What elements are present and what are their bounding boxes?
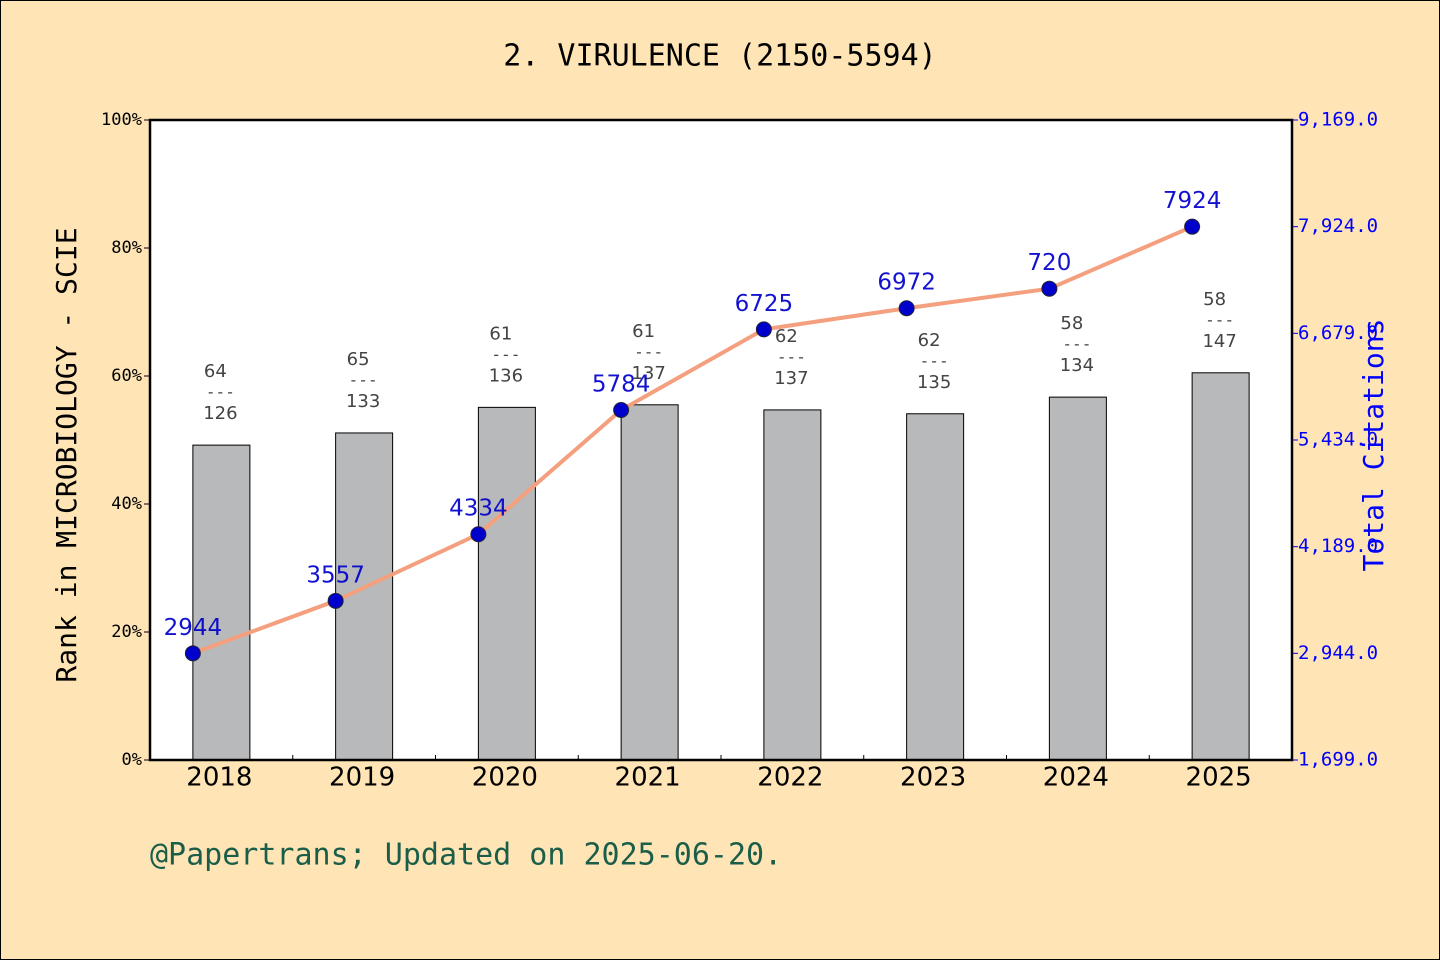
line-value-label: 3557 (306, 562, 365, 588)
line-value-label: 7924 (1163, 188, 1222, 214)
x-tick-label: 2018 (186, 763, 252, 793)
y2-tick-label: 7,924.0 (1298, 215, 1378, 237)
x-tick-label: 2022 (757, 763, 823, 793)
x-tick-label: 2023 (900, 763, 966, 793)
plot-area (150, 120, 1292, 760)
bar-rank-label: 58 (1203, 289, 1226, 310)
bar-rank-label: 65 (347, 349, 370, 370)
x-tick-label: 2019 (329, 763, 395, 793)
bar-total-label: 134 (1060, 355, 1094, 376)
bar (906, 413, 965, 761)
line-marker (755, 321, 772, 338)
y-tick-label: 0% (122, 750, 142, 770)
bar-total-label: 147 (1202, 331, 1236, 352)
bar (620, 404, 679, 761)
bar-rank-label: 61 (489, 323, 512, 344)
line-marker (1041, 280, 1058, 297)
plot-frame (148, 118, 1294, 762)
footer: @Papertrans; Updated on 2025-06-20. (150, 838, 782, 873)
bar (763, 409, 822, 761)
line-value-label: 720 (1027, 250, 1071, 276)
line (192, 224, 1193, 656)
bar-total-label: 133 (346, 391, 380, 412)
y-tick-label: 80% (111, 238, 142, 258)
y-axis-label: Rank in MICROBIOLOGY - SCIE (50, 227, 83, 682)
bar-total-label: 137 (631, 363, 665, 384)
bar-label-separator: --- (1205, 310, 1234, 329)
bar (477, 406, 536, 761)
y2-tick-label: 1,699.0 (1298, 749, 1378, 771)
y2-axis-label: Total Citations (1357, 319, 1390, 572)
bar-total-label: 137 (774, 368, 808, 389)
bar (1048, 396, 1107, 761)
y2-tick-label: 4,189.0 (1298, 535, 1378, 557)
bar-total-label: 135 (917, 372, 951, 393)
x-tick-label: 2021 (615, 763, 681, 793)
line-value-label: 4334 (449, 496, 508, 522)
line-value-label: 6972 (877, 270, 936, 296)
bar-rank-label: 61 (632, 321, 655, 342)
bar-label-separator: --- (491, 345, 520, 364)
y-tick-label: 20% (111, 622, 142, 642)
bar-total-label: 136 (489, 365, 523, 386)
x-tick-label: 2024 (1043, 763, 1109, 793)
y2-tick-label: 9,169.0 (1298, 109, 1378, 131)
bar-rank-label: 64 (204, 361, 227, 382)
line-value-label: 6725 (735, 291, 794, 317)
y2-tick-label: 5,434.0 (1298, 429, 1378, 451)
line-marker (613, 402, 630, 419)
x-tick-label: 2025 (1186, 763, 1252, 793)
bar (192, 444, 251, 761)
y-tick-label: 60% (111, 366, 142, 386)
line-marker (327, 592, 344, 609)
y2-tick-label: 2,944.0 (1298, 642, 1378, 664)
bar-label-separator: --- (634, 342, 663, 361)
bar-label-separator: --- (920, 351, 949, 370)
y-tick-label: 100% (101, 110, 142, 130)
line-value-label: 5784 (592, 372, 651, 398)
bar-label-separator: --- (1062, 335, 1091, 354)
y2-tick-label: 6,679.0 (1298, 322, 1378, 344)
line-marker (898, 300, 915, 317)
line-marker (470, 526, 487, 543)
chart-title: 2. VIRULENCE (2150-5594) (503, 39, 936, 74)
bar (1191, 372, 1250, 761)
y-tick-label: 40% (111, 494, 142, 514)
bar-rank-label: 58 (1060, 313, 1083, 334)
line-value-label: 2944 (164, 615, 223, 641)
bar-rank-label: 62 (918, 330, 941, 351)
bar-label-separator: --- (349, 370, 378, 389)
line-marker (1184, 218, 1201, 235)
bar-label-separator: --- (777, 347, 806, 366)
x-tick-label: 2020 (472, 763, 538, 793)
line-marker (184, 645, 201, 662)
bar-label-separator: --- (206, 383, 235, 402)
bar-rank-label: 62 (775, 326, 798, 347)
bar-total-label: 126 (203, 403, 237, 424)
